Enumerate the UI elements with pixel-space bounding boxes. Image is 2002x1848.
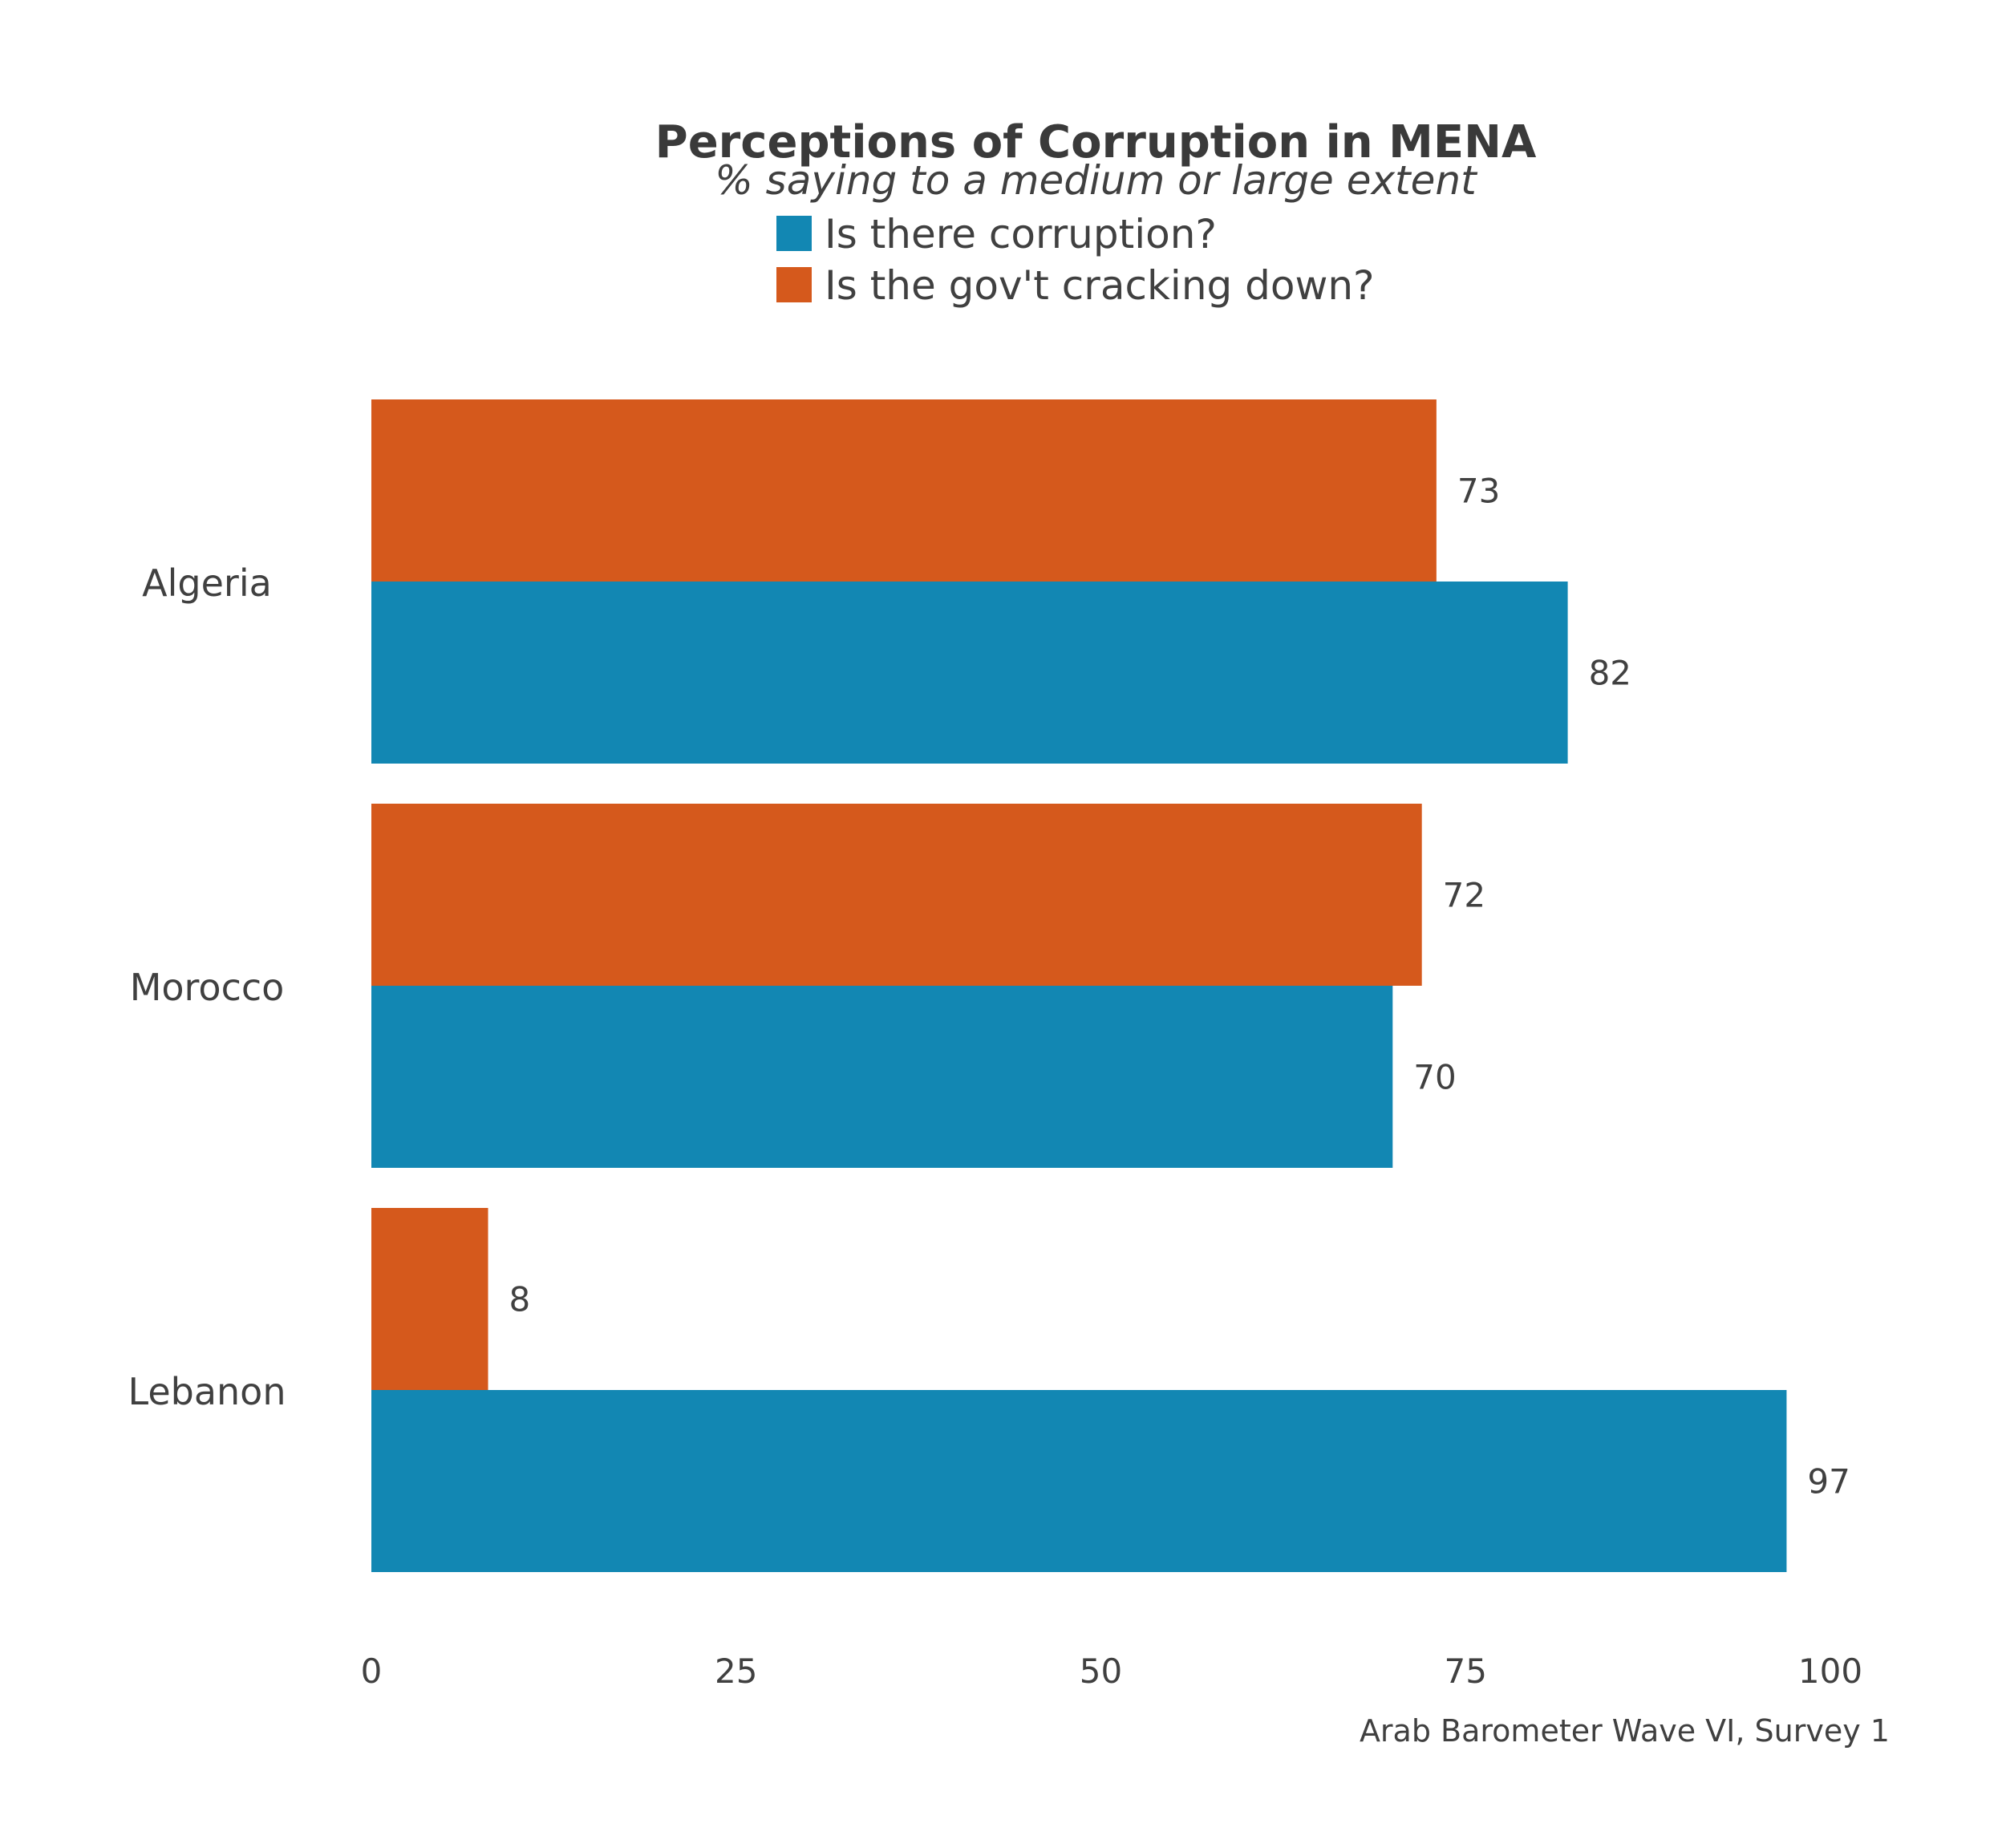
legend: Is there corruption? Is the gov't cracki… bbox=[776, 211, 1375, 309]
data-label-algeria-crackdown: 73 bbox=[1457, 472, 1500, 511]
data-label-morocco-corruption: 70 bbox=[1413, 1058, 1456, 1097]
chart-subtitle: % saying to a medium or large extent bbox=[715, 157, 1478, 204]
bar-morocco-corruption bbox=[371, 986, 1393, 1168]
category-label-algeria: Algeria bbox=[142, 561, 272, 605]
x-tick-label-0: 0 bbox=[361, 1651, 383, 1691]
legend-label-corruption: Is there corruption? bbox=[825, 211, 1217, 257]
category-label-lebanon: Lebanon bbox=[128, 1370, 286, 1413]
chart-title: Perceptions of Corruption in MENA bbox=[655, 116, 1537, 168]
bar-morocco-crackdown bbox=[371, 804, 1422, 986]
bar-lebanon-corruption bbox=[371, 1390, 1787, 1572]
data-label-morocco-crackdown: 72 bbox=[1443, 876, 1485, 915]
x-tick-label-50: 50 bbox=[1080, 1651, 1122, 1691]
x-tick-label-75: 75 bbox=[1445, 1651, 1487, 1691]
legend-swatch-corruption bbox=[776, 216, 812, 251]
data-label-algeria-corruption: 82 bbox=[1589, 654, 1631, 693]
legend-swatch-crackdown bbox=[776, 267, 812, 302]
bar-algeria-crackdown bbox=[371, 399, 1437, 582]
bar-lebanon-crackdown bbox=[371, 1208, 488, 1390]
legend-label-crackdown: Is the gov't cracking down? bbox=[825, 262, 1375, 309]
plot-area: Algeria 73 82 Morocco 72 70 Lebanon 8 97 bbox=[128, 399, 1850, 1572]
x-tick-label-100: 100 bbox=[1798, 1651, 1862, 1691]
data-label-lebanon-corruption: 97 bbox=[1807, 1462, 1850, 1502]
x-tick-label-25: 25 bbox=[715, 1651, 757, 1691]
category-label-morocco: Morocco bbox=[130, 966, 285, 1009]
bar-algeria-corruption bbox=[371, 582, 1568, 764]
chart-caption: Arab Barometer Wave VI, Survey 1 bbox=[1360, 1713, 1890, 1749]
data-label-lebanon-crackdown: 8 bbox=[509, 1280, 531, 1319]
x-axis: 0 25 50 75 100 bbox=[361, 1651, 1862, 1691]
